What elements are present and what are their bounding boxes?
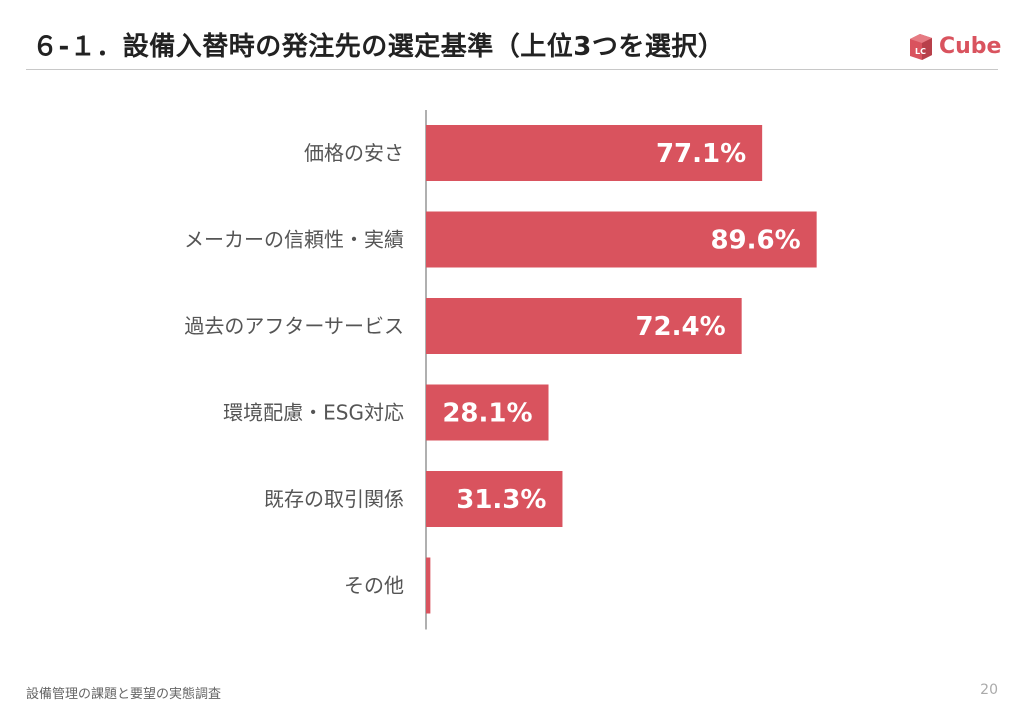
page-number: 20 (980, 682, 998, 698)
value-label-4: 31.3% (456, 485, 546, 515)
value-label-3: 28.1% (442, 399, 532, 429)
value-label-0: 77.1% (656, 139, 746, 169)
value-label-1: 89.6% (710, 226, 800, 256)
bar-5 (426, 557, 431, 614)
category-label-4: 既存の取引関係 (264, 487, 404, 511)
logo-text: Cube (939, 33, 1002, 59)
category-label-2: 過去のアフターサービス (184, 314, 404, 338)
bar-2 (426, 298, 742, 354)
bar-0 (426, 125, 763, 181)
category-label-0: 価格の安さ (304, 141, 404, 165)
slide-header: ６-１．設備入替時の発注先の選定基準（上位3つを選択） LC Cube (0, 0, 1024, 72)
category-label-1: メーカーの信頼性・実績 (184, 228, 404, 252)
category-label-3: 環境配慮・ESG対応 (223, 401, 404, 425)
page-title: ６-１．設備入替時の発注先の選定基準（上位3つを選択） (32, 32, 725, 62)
lc-cube-logo: LC Cube (906, 30, 1001, 62)
category-label-5: その他 (344, 574, 404, 598)
report-name: 設備管理の課題と要望の実態調査 (26, 687, 222, 702)
bar-1 (426, 211, 817, 268)
logo-badge-text: LC (915, 47, 926, 56)
value-label-2: 72.4% (635, 312, 725, 342)
bar-3 (426, 384, 549, 441)
bar-4 (426, 471, 563, 527)
bar-chart: 価格の安さ 77.1% メーカーの信頼性・実績 89.6% 過去のアフターサービス 72.… (0, 100, 1024, 640)
bar-chart-svg: 価格の安さ 77.1% メーカーの信頼性・実績 89.6% 過去のアフターサービス 72.… (184, 110, 817, 630)
cube-logo-icon: LC (910, 34, 932, 60)
header-divider (26, 69, 998, 70)
